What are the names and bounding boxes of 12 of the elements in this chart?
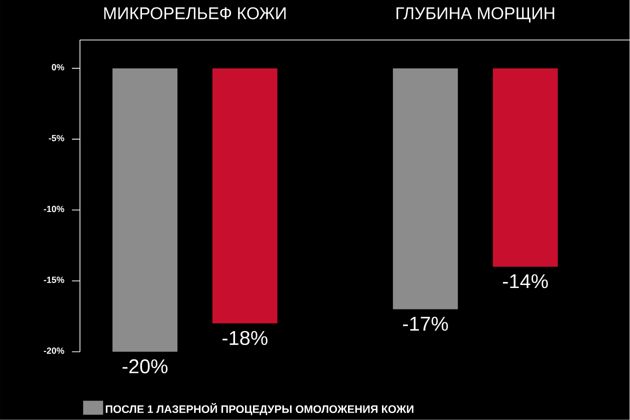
data-label: -18% bbox=[222, 331, 268, 346]
data-label: -14% bbox=[502, 274, 548, 288]
legend-label: ПОСЛЕ 1 ЛАЗЕРНОЙ ПРОЦЕДУРЫ ОМОЛОЖЕНИЯ КОЖИ bbox=[106, 403, 414, 416]
y-tick-label: -10% bbox=[44, 206, 64, 212]
y-tick-label: 0% bbox=[52, 64, 64, 71]
data-label: -17% bbox=[403, 316, 448, 331]
x-tick-label: ГЛУБИНА МОРЩИН bbox=[396, 7, 554, 23]
x-tick-label: МИКРОРЕЛЬЕФ КОЖИ bbox=[104, 7, 286, 20]
y-tick-label: -15% bbox=[44, 276, 64, 284]
y-tick-label: -20% bbox=[44, 348, 64, 354]
y-tick-label: -5% bbox=[48, 135, 64, 142]
data-label: -20% bbox=[122, 359, 168, 374]
